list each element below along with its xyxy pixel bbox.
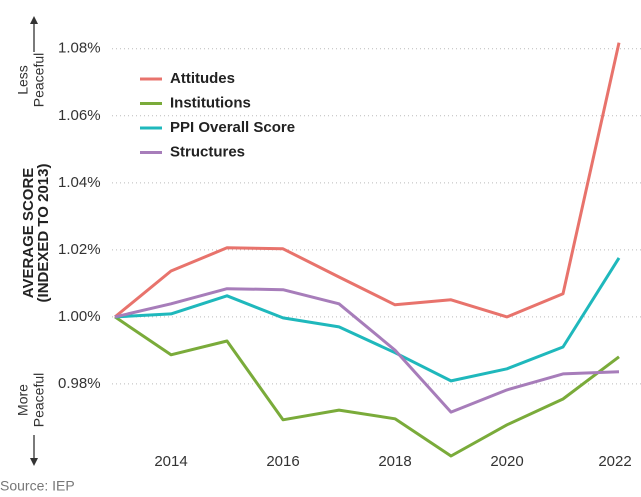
x-tick-label: 2016: [266, 453, 299, 470]
y-axis-label: (INDEXED TO 2013): [35, 164, 52, 303]
up-arrow-head: [30, 16, 38, 24]
x-tick-label: 2018: [378, 453, 411, 470]
annotation: Peaceful: [31, 373, 47, 427]
source: Source: IEP: [0, 478, 75, 494]
legend-label: Structures: [170, 143, 245, 160]
y-tick-label: 1.06%: [58, 107, 101, 124]
y-tick-label: 1.04%: [58, 174, 101, 191]
line: [114, 287, 620, 414]
y-axis-label: AVERAGE SCORE: [20, 168, 37, 299]
line: [114, 42, 621, 319]
line: [114, 315, 620, 458]
y-tick-label: 1.00%: [58, 308, 101, 325]
legend-label: PPI Overall Score: [170, 119, 295, 136]
y-tick-label: 1.02%: [58, 241, 101, 258]
annotation: Less: [15, 65, 31, 95]
x-tick-label: 2022: [598, 453, 631, 470]
annotations: Less Peaceful More Peaceful AVERAGE SCOR…: [15, 53, 52, 427]
x-tick-label: 2014: [154, 453, 187, 470]
legend-label: Attitudes: [170, 70, 235, 87]
y-tick-label: 0.98%: [58, 375, 101, 392]
x-tick-label: 2020: [490, 453, 523, 470]
down-arrow-head: [30, 458, 38, 466]
annotation: More: [15, 384, 31, 416]
annotation: Peaceful: [31, 53, 47, 107]
legend-label: Institutions: [170, 94, 251, 111]
line: [114, 257, 621, 383]
y-tick-label: 1.08%: [58, 40, 101, 57]
